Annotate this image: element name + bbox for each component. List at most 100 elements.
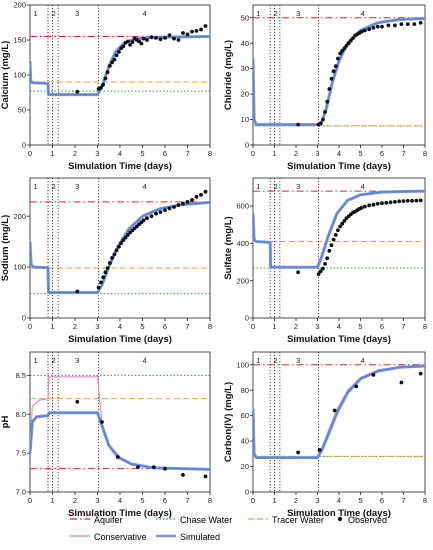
stage-label-2: 2 (273, 356, 277, 365)
legend-item-simulated: Simulated (156, 532, 220, 542)
y-tick-label: 8.5 (16, 371, 26, 380)
observed-point (194, 29, 199, 33)
observed-point (367, 203, 371, 208)
observed-point (103, 76, 108, 81)
observed-point (130, 40, 135, 44)
observed-point (185, 200, 190, 204)
plot-frame (29, 351, 211, 493)
x-tick-label: 7 (401, 149, 405, 158)
x-tick-label: 6 (163, 149, 167, 158)
observed-point (323, 110, 327, 114)
observed-point (126, 233, 130, 237)
observed-point (340, 221, 345, 226)
observed-point (151, 465, 156, 469)
stage-label-4: 4 (361, 356, 365, 365)
observed-point (318, 121, 323, 126)
x-tick-label: 6 (163, 322, 167, 331)
y-tick-label: 0 (245, 141, 249, 150)
observed-point (185, 32, 190, 37)
observed-point (316, 272, 321, 276)
observed-point (321, 117, 325, 122)
x-tick-label: 4 (118, 149, 122, 158)
x-tick-label: 0 (28, 322, 32, 331)
stage-label-3: 3 (75, 356, 79, 365)
legend-item-tracer: Tracer Water (248, 515, 324, 525)
observed-point (367, 27, 371, 32)
observed-point (96, 285, 101, 290)
observed-point (359, 29, 364, 34)
plot-frame (252, 177, 426, 319)
y-tick-label: 7.5 (16, 449, 26, 458)
observed-point (123, 235, 128, 240)
simulated-line-core (30, 201, 210, 294)
observed-point (117, 244, 121, 249)
observed-point (110, 256, 114, 260)
y-tick-label: 30 (241, 64, 249, 73)
observed-point (105, 266, 110, 270)
y-tick-label: 7.0 (16, 488, 26, 497)
stage-label-2: 2 (52, 356, 56, 365)
x-tick-label: 0 (28, 149, 32, 158)
observed-point (362, 204, 367, 209)
observed-point (388, 200, 393, 205)
observed-point (158, 210, 163, 215)
observed-point (338, 224, 342, 229)
x-axis-label: Simulation Time (days) (68, 161, 172, 172)
x-tick-label: 3 (95, 496, 99, 505)
x-tick-label: 8 (208, 496, 212, 505)
x-tick-label: 4 (118, 322, 122, 331)
x-tick-label: 7 (401, 322, 405, 331)
y-axis-label: Sodium (mg/L) (0, 215, 11, 282)
observed-point (351, 36, 355, 40)
stage-label-2: 2 (273, 182, 277, 191)
stage-label-3: 3 (296, 9, 300, 18)
observed-point (181, 473, 185, 477)
legend-label-conservative: Conservative (94, 532, 147, 542)
observed-point (325, 99, 330, 104)
observed-point (121, 238, 126, 243)
y-tick-label: 40 (241, 437, 249, 446)
observed-point (333, 64, 338, 68)
x-tick-label: 2 (294, 496, 298, 505)
observed-point (325, 256, 330, 261)
observed-point (371, 202, 376, 207)
observed-point (203, 189, 208, 194)
observed-point (194, 194, 199, 199)
observed-point (126, 39, 130, 44)
observed-point (99, 280, 103, 285)
observed-point (128, 43, 133, 47)
y-axis-label: Carbon(IV) (mg/L) (223, 382, 234, 462)
observed-point (393, 200, 397, 204)
observed-point (418, 371, 423, 376)
x-axis-label: Simulation Time (days) (68, 508, 172, 519)
y-tick-label: 40 (241, 39, 249, 48)
stage-label-3: 3 (75, 9, 79, 18)
observed-point (418, 20, 423, 25)
observed-point (114, 248, 119, 253)
observed-point (323, 262, 327, 266)
observed-point (399, 22, 404, 26)
y-tick-label: 20 (241, 90, 249, 99)
observed-point (380, 201, 384, 206)
observed-point (75, 89, 80, 94)
observed-point (99, 85, 103, 90)
legend-label-tracer: Tracer Water (272, 515, 324, 525)
observed-point (103, 270, 108, 275)
x-tick-label: 0 (251, 322, 255, 331)
plot-area (30, 352, 210, 492)
x-tick-label: 3 (315, 322, 319, 331)
x-tick-label: 2 (73, 496, 77, 505)
observed-point (399, 380, 404, 385)
x-tick-label: 8 (423, 149, 427, 158)
observed-point (203, 474, 208, 479)
x-tick-label: 5 (358, 149, 362, 158)
x-tick-label: 4 (337, 149, 341, 158)
x-tick-label: 3 (95, 149, 99, 158)
legend-label-observed: Observed (348, 515, 387, 525)
x-tick-label: 8 (208, 322, 212, 331)
x-tick-label: 4 (337, 496, 341, 505)
y-tick-label: 0 (22, 314, 26, 323)
stage-label-4: 4 (361, 9, 365, 18)
x-tick-label: 6 (380, 322, 384, 331)
